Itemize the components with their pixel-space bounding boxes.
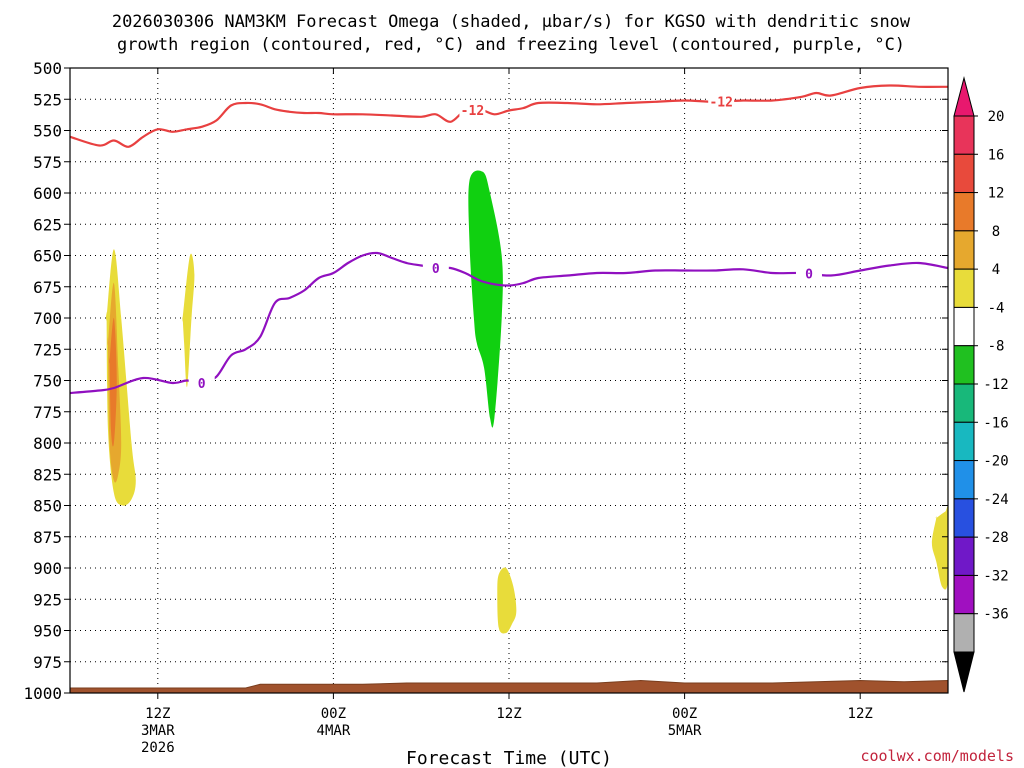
- x-tick-label: 00Z: [672, 706, 697, 722]
- omega-region-5: [497, 567, 517, 634]
- colorbar-segment: [953, 536, 975, 576]
- colorbar-tick-label: 12: [988, 186, 1005, 202]
- colorbar-tick-label: -36: [983, 607, 1008, 623]
- credit-text: coolwx.com/models: [860, 747, 1014, 765]
- omega-region-2: [109, 317, 117, 447]
- colorbar-tick-label: -4: [988, 300, 1005, 316]
- plot-content: -12 -12 0 0 0: [70, 84, 948, 693]
- y-tick-label: 1000: [23, 684, 62, 703]
- y-tick-label: 700: [33, 309, 62, 328]
- colorbar-tick-label: -8: [988, 339, 1005, 355]
- chart-title-line1: 2026030306 NAM3KM Forecast Omega (shaded…: [112, 12, 911, 32]
- colorbar-segment: [953, 306, 975, 347]
- dendritic-growth-contour-label: -12: [709, 95, 732, 110]
- x-axis-label: Forecast Time (UTC): [406, 748, 612, 768]
- freezing-level-contour-label-bg: [795, 266, 822, 281]
- colorbar-segment: [953, 115, 975, 155]
- x-tick-label: 3MAR: [141, 723, 175, 739]
- colorbar-top-arrow: [953, 76, 975, 117]
- y-tick-label: 850: [33, 497, 62, 516]
- colorbar-bottom-arrow: [953, 651, 975, 693]
- freezing-level-contour-label: 0: [198, 377, 206, 392]
- x-tick-label: 00Z: [321, 706, 346, 722]
- x-tick-label: 4MAR: [317, 723, 351, 739]
- colorbar-tick-label: 4: [992, 262, 1000, 278]
- colorbar-segment: [953, 460, 975, 500]
- colorbar-segment: [953, 345, 975, 385]
- colorbar-tick-label: -28: [983, 530, 1008, 546]
- dendritic-growth-contour-label-bg: [708, 94, 735, 109]
- y-tick-label: 650: [33, 247, 62, 266]
- colorbar-tick-label: -12: [983, 377, 1008, 393]
- dendritic-growth-contour-label-bg: [459, 102, 486, 117]
- omega-region-3: [182, 253, 195, 388]
- y-tick-label: 975: [33, 653, 62, 672]
- x-tick-label: 12Z: [496, 706, 521, 722]
- colorbar-segment: [953, 192, 975, 232]
- omega-region-6: [931, 506, 948, 590]
- x-tick-label: 12Z: [145, 706, 170, 722]
- freezing-level-contour-label: 0: [432, 262, 440, 277]
- terrain-fill: [70, 679, 948, 693]
- colorbar-tick-label: -24: [983, 492, 1008, 508]
- y-tick-label: 575: [33, 153, 62, 172]
- y-tick-label: 625: [33, 215, 62, 234]
- dendritic-growth-contour-label: -12: [461, 104, 484, 119]
- y-tick-label: 550: [33, 122, 62, 141]
- colorbar-tick-label: 16: [988, 147, 1005, 163]
- colorbar-segment: [953, 383, 975, 423]
- y-tick-label: 600: [33, 184, 62, 203]
- colorbar-tick-label: 20: [988, 109, 1005, 125]
- x-tick-label: 12Z: [848, 706, 873, 722]
- y-tick-label: 750: [33, 372, 62, 391]
- y-tick-label: 825: [33, 465, 62, 484]
- y-tick-label: 925: [33, 590, 62, 609]
- colorbar-tick-label: 8: [992, 224, 1000, 240]
- y-tick-label: 950: [33, 622, 62, 641]
- freezing-level-contour-label-bg: [188, 376, 215, 390]
- colorbar-tick-label: -32: [983, 568, 1008, 584]
- colorbar-segment: [953, 421, 975, 462]
- colorbar-segment: [953, 498, 975, 538]
- colorbar-segment: [953, 613, 975, 653]
- omega-region-4: [468, 170, 503, 428]
- colorbar-segment: [953, 268, 975, 308]
- y-tick-label: 525: [33, 90, 62, 109]
- dendritic-growth-contour: [70, 84, 948, 148]
- y-tick-label: 675: [33, 278, 62, 297]
- y-tick-label: 900: [33, 559, 62, 578]
- freezing-level-contour-label: 0: [805, 268, 813, 283]
- chart-title-line2: growth region (contoured, red, °C) and f…: [117, 35, 905, 55]
- y-tick-label: 500: [33, 59, 62, 78]
- y-tick-label: 775: [33, 403, 62, 422]
- y-tick-label: 875: [33, 528, 62, 547]
- colorbar-segment: [953, 574, 975, 615]
- x-tick-label: 2026: [141, 740, 175, 756]
- x-tick-label: 5MAR: [668, 723, 702, 739]
- freezing-level-contour-label-bg: [422, 261, 449, 275]
- colorbar-tick-label: -16: [983, 415, 1008, 431]
- y-tick-label: 800: [33, 434, 62, 453]
- y-tick-label: 725: [33, 340, 62, 359]
- colorbar-tick-label: -20: [983, 454, 1008, 470]
- colorbar-segment: [953, 230, 975, 270]
- colorbar-segment: [953, 153, 975, 194]
